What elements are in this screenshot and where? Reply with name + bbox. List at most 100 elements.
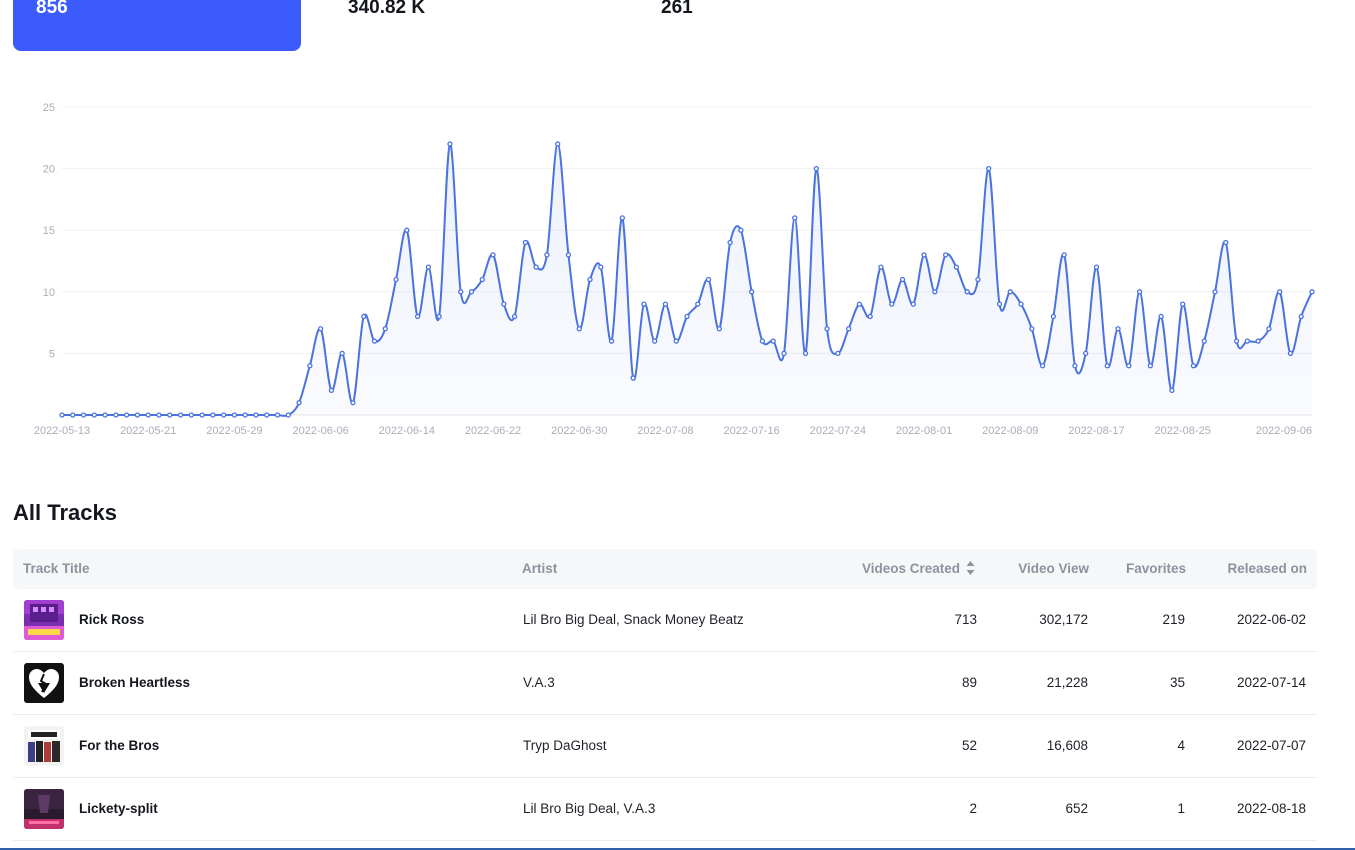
track-title[interactable]: Broken Heartless bbox=[79, 675, 191, 690]
data-point bbox=[447, 141, 453, 147]
x-tick-label: 2022-08-01 bbox=[896, 425, 952, 437]
videos-created: 2 bbox=[969, 801, 977, 816]
x-tick-label: 2022-07-08 bbox=[637, 425, 693, 437]
track-title[interactable]: For the Bros bbox=[79, 738, 160, 753]
data-point bbox=[80, 412, 87, 418]
data-point bbox=[145, 412, 151, 418]
data-point bbox=[986, 165, 992, 172]
track-cover-image bbox=[24, 789, 64, 829]
data-point bbox=[856, 301, 863, 307]
data-point bbox=[511, 313, 518, 320]
data-point bbox=[404, 227, 410, 233]
x-tick-label: 2022-09-06 bbox=[1256, 425, 1312, 437]
data-point bbox=[382, 326, 388, 332]
data-point bbox=[652, 338, 658, 344]
y-tick-label: 5 bbox=[49, 348, 55, 360]
data-point bbox=[1104, 363, 1110, 369]
table-header: Track Title Artist Videos Created Video … bbox=[13, 549, 1317, 589]
data-point bbox=[824, 326, 830, 332]
stat-value: 340.82 K bbox=[348, 0, 426, 18]
data-point bbox=[738, 227, 744, 233]
bottom-divider bbox=[0, 848, 1355, 850]
data-point bbox=[177, 412, 184, 418]
data-point bbox=[188, 412, 194, 418]
data-point bbox=[1158, 313, 1164, 320]
data-point bbox=[1007, 289, 1013, 295]
data-point bbox=[458, 289, 464, 295]
data-point bbox=[964, 289, 970, 295]
track-cover-image bbox=[24, 600, 64, 640]
line-chart: 5 10 15 20 25 2022-05-13 2022-05-21 2022-05-29… bbox=[34, 102, 1315, 437]
x-tick-label: 2022-06-14 bbox=[379, 425, 435, 437]
video-view: 16,608 bbox=[1046, 738, 1088, 753]
data-point bbox=[1212, 289, 1218, 295]
data-point bbox=[210, 412, 216, 418]
data-point bbox=[436, 313, 442, 320]
data-point bbox=[1029, 326, 1035, 332]
data-point bbox=[361, 313, 367, 320]
data-point bbox=[953, 264, 960, 270]
data-point bbox=[533, 264, 539, 270]
track-cover-image bbox=[24, 663, 64, 703]
favorites: 4 bbox=[1177, 738, 1185, 753]
video-view: 302,172 bbox=[1039, 612, 1088, 627]
table-row[interactable]: Rick Ross Lil Bro Big Deal, Snack Money … bbox=[13, 589, 1317, 652]
data-point bbox=[598, 264, 604, 270]
data-point bbox=[619, 215, 625, 221]
data-point bbox=[339, 350, 345, 357]
data-point bbox=[199, 412, 205, 418]
data-point bbox=[813, 165, 819, 172]
header-track-title: Track Title bbox=[23, 561, 90, 576]
x-tick-label: 2022-07-24 bbox=[810, 425, 866, 437]
data-point bbox=[414, 313, 421, 320]
data-point bbox=[1147, 363, 1154, 369]
data-point bbox=[996, 301, 1003, 307]
data-point bbox=[544, 252, 550, 258]
header-artist: Artist bbox=[522, 561, 558, 576]
data-point bbox=[802, 350, 809, 357]
released-on: 2022-07-14 bbox=[1236, 675, 1306, 690]
data-point bbox=[759, 338, 766, 344]
data-point bbox=[1093, 264, 1100, 270]
data-point bbox=[113, 412, 119, 418]
video-view: 652 bbox=[1065, 801, 1088, 816]
header-video-view[interactable]: Video View bbox=[1018, 561, 1089, 576]
header-favorites[interactable]: Favorites bbox=[1125, 561, 1186, 576]
data-point bbox=[1169, 387, 1175, 394]
data-point bbox=[296, 400, 302, 406]
track-title[interactable]: Rick Ross bbox=[79, 612, 145, 627]
track-title[interactable]: Lickety-split bbox=[79, 801, 158, 816]
data-point bbox=[1266, 326, 1272, 332]
header-released-on[interactable]: Released on bbox=[1227, 561, 1307, 576]
favorites: 219 bbox=[1162, 612, 1185, 627]
data-point bbox=[1061, 252, 1067, 258]
data-point bbox=[932, 289, 938, 295]
data-point bbox=[253, 412, 259, 418]
x-tick-label: 2022-08-17 bbox=[1068, 425, 1124, 437]
table-row[interactable]: For the Bros Tryp DaGhost 52 16,608 4 20… bbox=[13, 715, 1317, 778]
videos-created: 713 bbox=[954, 612, 977, 627]
data-point bbox=[781, 350, 787, 357]
data-point bbox=[921, 252, 927, 258]
table-row[interactable]: Broken Heartless V.A.3 89 21,228 35 2022… bbox=[13, 652, 1317, 715]
data-point bbox=[1233, 338, 1240, 344]
data-point bbox=[285, 412, 291, 418]
stat-card-selected[interactable]: 856 bbox=[13, 0, 301, 51]
data-point bbox=[242, 412, 248, 418]
x-tick-label: 2022-05-13 bbox=[34, 425, 90, 437]
table-row[interactable]: Lickety-split Lil Bro Big Deal, V.A.3 2 … bbox=[13, 778, 1317, 841]
track-artist: V.A.3 bbox=[523, 675, 555, 690]
data-point bbox=[1190, 363, 1197, 369]
data-point bbox=[608, 338, 615, 344]
x-tick-label: 2022-06-30 bbox=[551, 425, 607, 437]
data-point bbox=[1287, 350, 1294, 357]
sort-icon[interactable] bbox=[966, 561, 975, 576]
x-tick-label: 2022-05-21 bbox=[120, 425, 176, 437]
data-point bbox=[479, 276, 485, 283]
data-point bbox=[587, 276, 593, 283]
data-point bbox=[565, 252, 572, 258]
data-point bbox=[1298, 313, 1304, 320]
data-point bbox=[220, 412, 227, 418]
header-videos-created[interactable]: Videos Created bbox=[862, 561, 975, 576]
data-point bbox=[835, 350, 841, 357]
